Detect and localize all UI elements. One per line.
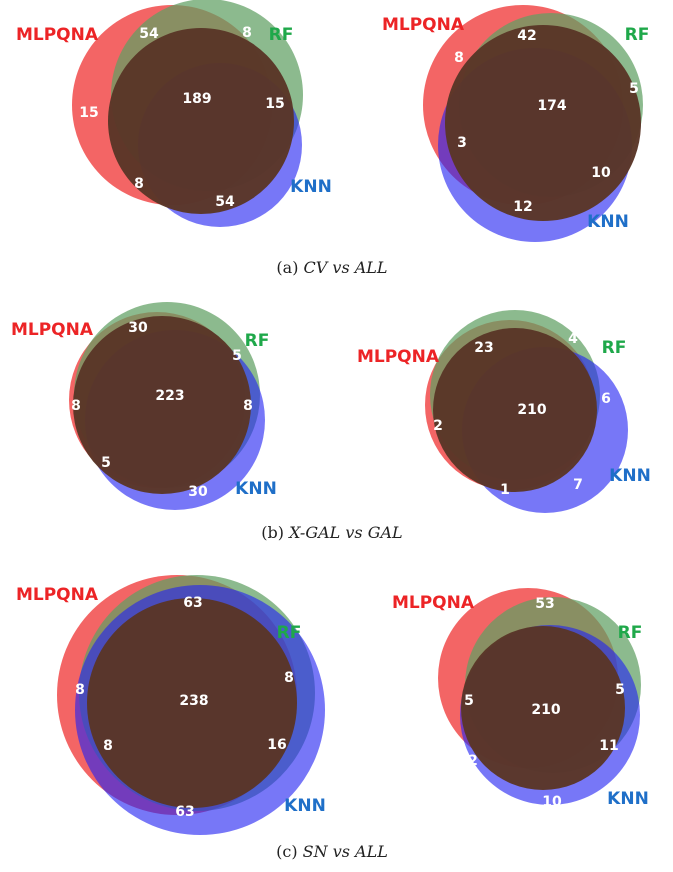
count-mlp: 8 <box>71 398 81 414</box>
caption-tag: (b) <box>261 523 289 542</box>
count-mlp-knn: 1 <box>500 482 510 498</box>
count-knn: 54 <box>215 194 235 210</box>
caption-title: X-GAL vs GAL <box>287 523 403 542</box>
count-mlp: 8 <box>75 682 85 698</box>
count-rf: 5 <box>232 348 242 364</box>
panel-caption: (a) CV vs ALL <box>276 258 387 277</box>
knn-label: KNN <box>284 796 326 816</box>
mlpqna-label: MLPQNA <box>392 593 475 613</box>
count-knn: 12 <box>513 199 532 215</box>
triple-intersection <box>108 28 294 214</box>
panel-caption: (b) X-GAL vs GAL <box>261 523 402 542</box>
triple-intersection <box>87 598 297 808</box>
count-mlp-knn: 8 <box>103 738 113 754</box>
mlpqna-label: MLPQNA <box>16 25 99 45</box>
count-rf: 4 <box>568 331 578 347</box>
count-rf-knn: 8 <box>243 398 253 414</box>
venn-diagram: MLPQNA RF KNN 189 54 8 15 15 8 54 <box>16 0 332 227</box>
venn-diagram: MLPQNA RF KNN 174 42 5 8 10 3 12 <box>382 5 649 242</box>
rf-label: RF <box>618 623 643 643</box>
rf-label: RF <box>625 25 650 45</box>
count-rf-knn: 6 <box>601 391 611 407</box>
count-rf-knn: 16 <box>267 737 286 753</box>
triple-intersection <box>445 25 641 221</box>
mlpqna-label: MLPQNA <box>357 347 440 367</box>
rf-label: RF <box>277 623 302 643</box>
knn-label: KNN <box>235 479 277 499</box>
count-knn: 10 <box>542 794 562 810</box>
mlpqna-label: MLPQNA <box>16 585 99 605</box>
venn-panel-a: MLPQNA RF KNN 189 54 8 15 15 8 54 MLPQNA RF KNN 174 42… <box>16 0 649 277</box>
count-core: 189 <box>182 91 211 107</box>
venn-diagram: MLPQNA RF KNN 210 23 4 2 6 1 7 <box>357 310 651 513</box>
count-mlp-knn: 8 <box>134 176 144 192</box>
caption-title: CV vs ALL <box>304 258 388 277</box>
count-rf: 8 <box>242 25 252 41</box>
count-mlp-knn: 2 <box>468 753 478 769</box>
count-mlp: 8 <box>454 50 464 66</box>
count-core: 210 <box>531 702 560 718</box>
rf-label: RF <box>602 338 627 358</box>
rf-label: RF <box>245 331 270 351</box>
mlpqna-label: MLPQNA <box>11 320 94 340</box>
venn-diagram: MLPQNA RF KNN 223 30 5 8 8 5 30 <box>11 302 277 510</box>
mlpqna-label: MLPQNA <box>382 15 465 35</box>
count-knn: 30 <box>188 484 208 500</box>
count-mlp-rf: 42 <box>517 28 536 44</box>
count-core: 174 <box>537 98 566 114</box>
triple-intersection <box>433 328 597 492</box>
triple-intersection <box>73 316 251 494</box>
count-mlp-rf: 23 <box>474 340 493 356</box>
count-rf: 8 <box>284 670 294 686</box>
caption-tag: (a) <box>276 258 303 277</box>
knn-label: KNN <box>290 177 332 197</box>
count-rf: 5 <box>615 682 625 698</box>
count-mlp-rf: 30 <box>128 320 148 336</box>
count-rf: 5 <box>629 81 639 97</box>
count-mlp: 5 <box>464 693 474 709</box>
rf-label: RF <box>269 25 294 45</box>
count-mlp-rf: 54 <box>139 26 159 42</box>
venn-diagram: MLPQNA RF KNN 238 63 8 8 16 8 63 <box>16 575 326 835</box>
count-mlp: 2 <box>433 418 443 434</box>
triple-intersection <box>461 626 625 790</box>
count-core: 210 <box>517 402 546 418</box>
caption-tag: (c) <box>276 842 303 861</box>
count-rf-knn: 15 <box>265 96 284 112</box>
count-core: 238 <box>179 693 208 709</box>
knn-label: KNN <box>607 789 649 809</box>
venn-panel-b: MLPQNA RF KNN 223 30 5 8 8 5 30 MLPQNA RF KNN 210 23 4 2… <box>11 302 651 542</box>
count-core: 223 <box>155 388 184 404</box>
count-knn: 63 <box>175 804 194 820</box>
count-mlp-rf: 63 <box>183 595 202 611</box>
count-mlp-knn: 3 <box>457 135 467 151</box>
knn-label: KNN <box>609 466 651 486</box>
count-rf-knn: 10 <box>591 165 611 181</box>
caption-title: SN vs ALL <box>303 842 388 861</box>
count-knn: 7 <box>573 477 583 493</box>
knn-label: KNN <box>587 212 629 232</box>
count-mlp-rf: 53 <box>535 596 554 612</box>
count-mlp: 15 <box>79 105 98 121</box>
count-mlp-knn: 5 <box>101 455 111 471</box>
count-rf-knn: 11 <box>599 738 618 754</box>
venn-panel-c: MLPQNARFKNN238638816863MLPQNARFKNN210535… <box>16 575 649 861</box>
panel-caption: (c) SN vs ALL <box>276 842 388 861</box>
